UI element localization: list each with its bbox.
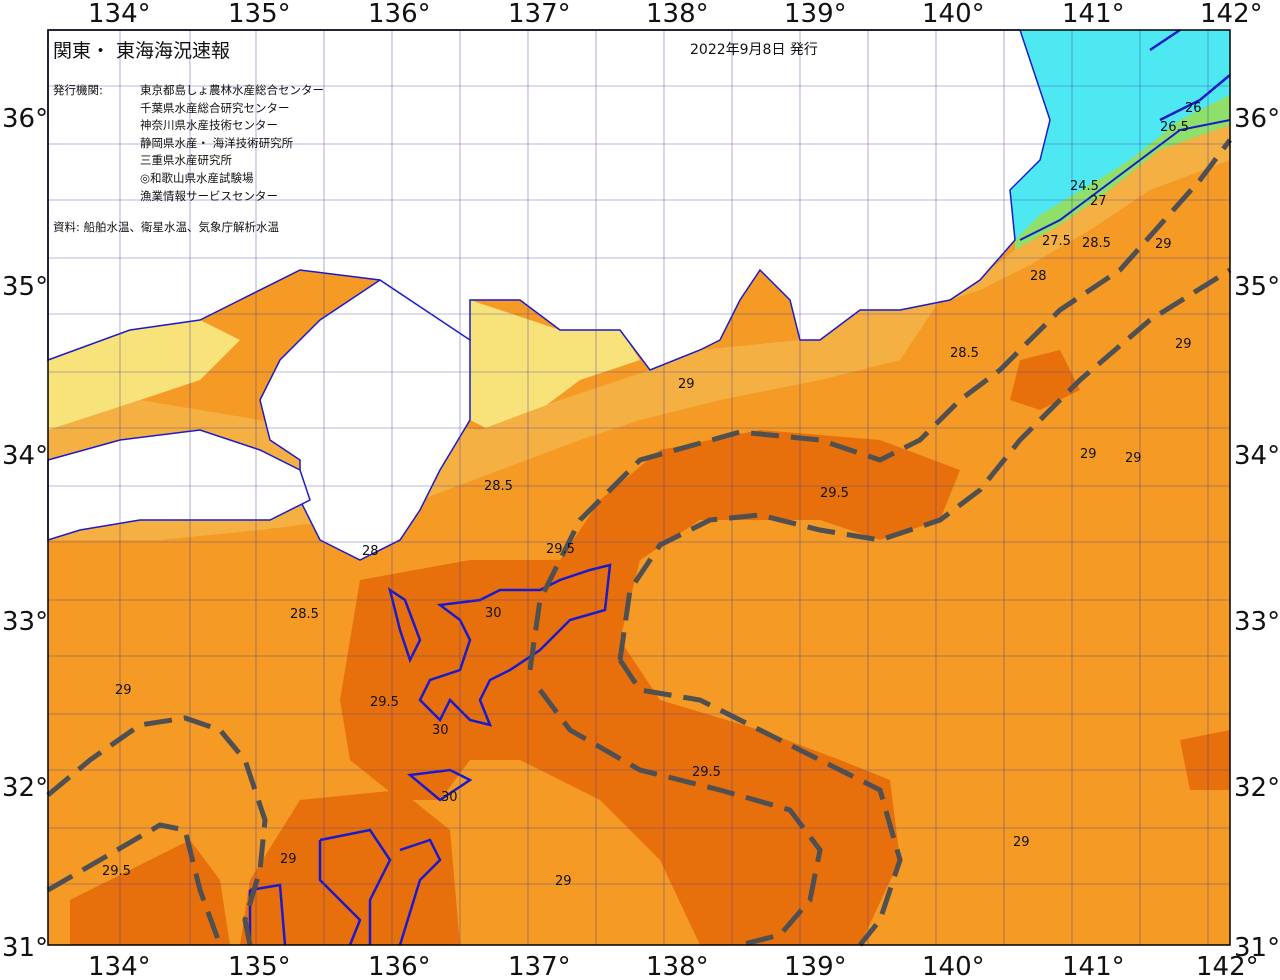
contour-label-26-5: 26.5 [1160, 120, 1189, 135]
contour-label-28: 28 [362, 544, 379, 559]
lat-label: 32° [1234, 773, 1280, 803]
warm-core-region [340, 430, 960, 945]
lat-label: 33° [1234, 607, 1280, 637]
contour-labels: 29.5 29.5 28.5 28.5 29.5 29.5 29.5 29 29… [102, 101, 1202, 889]
lon-label: 135° [228, 0, 291, 29]
lon-label: 142° [1196, 952, 1259, 980]
contour-label-29: 29 [1013, 835, 1030, 850]
warm-patch-east [1010, 350, 1080, 410]
contour-label-29: 29 [1155, 237, 1172, 252]
map-area [46, 28, 1232, 948]
issuer-item: 千葉県水産総合研究センター [140, 100, 290, 115]
contour-label-29: 29 [555, 874, 572, 889]
contour-label-27-5: 27.5 [1042, 234, 1071, 249]
contour-label-29-5: 29.5 [102, 864, 131, 879]
lat-label: 33° [2, 607, 48, 637]
latitude-labels-left: 36° 35° 34° 33° 32° 31° [2, 104, 48, 963]
contour-label-28-5: 28.5 [950, 346, 979, 361]
cold-water-region [1010, 30, 1230, 240]
lon-label: 136° [368, 0, 431, 29]
contour-label-29-5: 29.5 [692, 765, 721, 780]
contour-label-26: 26 [1185, 101, 1202, 116]
latlon-grid [48, 30, 1230, 945]
issue-date: 2022年9月8日 発行 [690, 42, 818, 58]
contour-label-30: 30 [485, 606, 502, 621]
lon-label: 141° [1062, 952, 1125, 980]
issuer-item: 東京都島しょ農林水産総合センター [140, 83, 324, 97]
contour-label-27: 27 [1090, 194, 1107, 209]
contour-label-29: 29 [1080, 447, 1097, 462]
isotherm-30-c [406, 768, 473, 802]
issuer-item: 神奈川県水産技術センター [140, 118, 278, 133]
issuer-item: 静岡県水産・ 海洋技術研究所 [140, 135, 294, 150]
contour-label-29: 29 [115, 683, 132, 698]
contour-label-29-5: 29.5 [820, 486, 849, 501]
latitude-labels-right: 36° 35° 34° 33° 32° 31° [1234, 104, 1280, 963]
contour-label-29-5: 29.5 [546, 542, 575, 557]
issuer-item: ◎和歌山県水産試験場 [140, 170, 254, 185]
contour-label-29: 29 [1125, 451, 1142, 466]
warm-patch-southeast [1180, 730, 1230, 790]
longitude-labels-top: 134° 135° 136° 137° 138° 139° 140° 141° … [88, 0, 1263, 29]
coastal-yellow-water [470, 300, 640, 430]
lat-label: 32° [2, 773, 48, 803]
contour-label-30: 30 [441, 790, 458, 805]
lon-label: 140° [922, 0, 985, 29]
contour-label-29: 29 [1175, 337, 1192, 352]
contour-label-28-5: 28.5 [1082, 236, 1111, 251]
lon-label: 139° [784, 952, 847, 980]
contour-label-28: 28 [1030, 269, 1047, 284]
land-shikoku [47, 429, 311, 542]
map-frame [47, 29, 1231, 946]
lon-label: 135° [228, 952, 291, 980]
isotherm-30-b [388, 587, 422, 664]
isotherm-northeast-b [1149, 28, 1231, 122]
isotherm-30-d [318, 828, 392, 946]
contour-label-29: 29 [678, 377, 695, 392]
contour-label-30: 30 [432, 723, 449, 738]
contour-label-28-5: 28.5 [290, 607, 319, 622]
lat-label: 34° [2, 441, 48, 471]
lon-label: 142° [1200, 0, 1263, 29]
issuers-list: 東京都島しょ農林水産総合センター 千葉県水産総合研究センター 神奈川県水産技術セ… [140, 82, 324, 205]
map-title: 関東・ 東海海況速報 [53, 40, 231, 62]
issuer-item: 三重県水産研究所 [140, 153, 232, 168]
isotherm-30 [418, 563, 612, 727]
coastal-yellow-water-west [48, 320, 240, 430]
contour-label-28-5: 28.5 [484, 479, 513, 494]
lon-label: 137° [508, 952, 571, 980]
contour-label-29: 29 [280, 852, 297, 867]
contour-label-24-5: 24.5 [1070, 179, 1099, 194]
lon-label: 138° [646, 952, 709, 980]
warm-water-band [950, 125, 1230, 300]
lat-label: 36° [1234, 104, 1280, 134]
issuer-item: 漁業情報サービスセンター [140, 188, 278, 203]
longitude-labels-bottom: 134° 135° 136° 137° 138° 139° 140° 141° … [88, 952, 1259, 980]
isotherm-30-e [398, 838, 442, 946]
lon-label: 137° [508, 0, 571, 29]
warm-core-region-south [240, 790, 460, 945]
lat-label: 31° [1234, 933, 1280, 963]
lat-label: 36° [2, 104, 48, 134]
lon-label: 139° [784, 0, 847, 29]
lat-label: 35° [1234, 272, 1280, 302]
lon-label: 134° [88, 952, 151, 980]
isotherm-northeast [1019, 119, 1231, 241]
lon-label: 134° [88, 0, 151, 29]
kuroshio-axis [46, 138, 1232, 948]
lon-label: 140° [922, 952, 985, 980]
lon-label: 141° [1062, 0, 1125, 29]
issuers-label: 発行機関: [53, 83, 103, 97]
lon-label: 138° [646, 0, 709, 29]
lon-label: 136° [368, 952, 431, 980]
data-source-note: 資料: 船舶水温、衛星水温、気象庁解析水温 [53, 220, 280, 234]
lat-label: 31° [2, 933, 48, 963]
contour-label-29-5: 29.5 [370, 695, 399, 710]
lat-label: 34° [1234, 441, 1280, 471]
lat-label: 35° [2, 272, 48, 302]
